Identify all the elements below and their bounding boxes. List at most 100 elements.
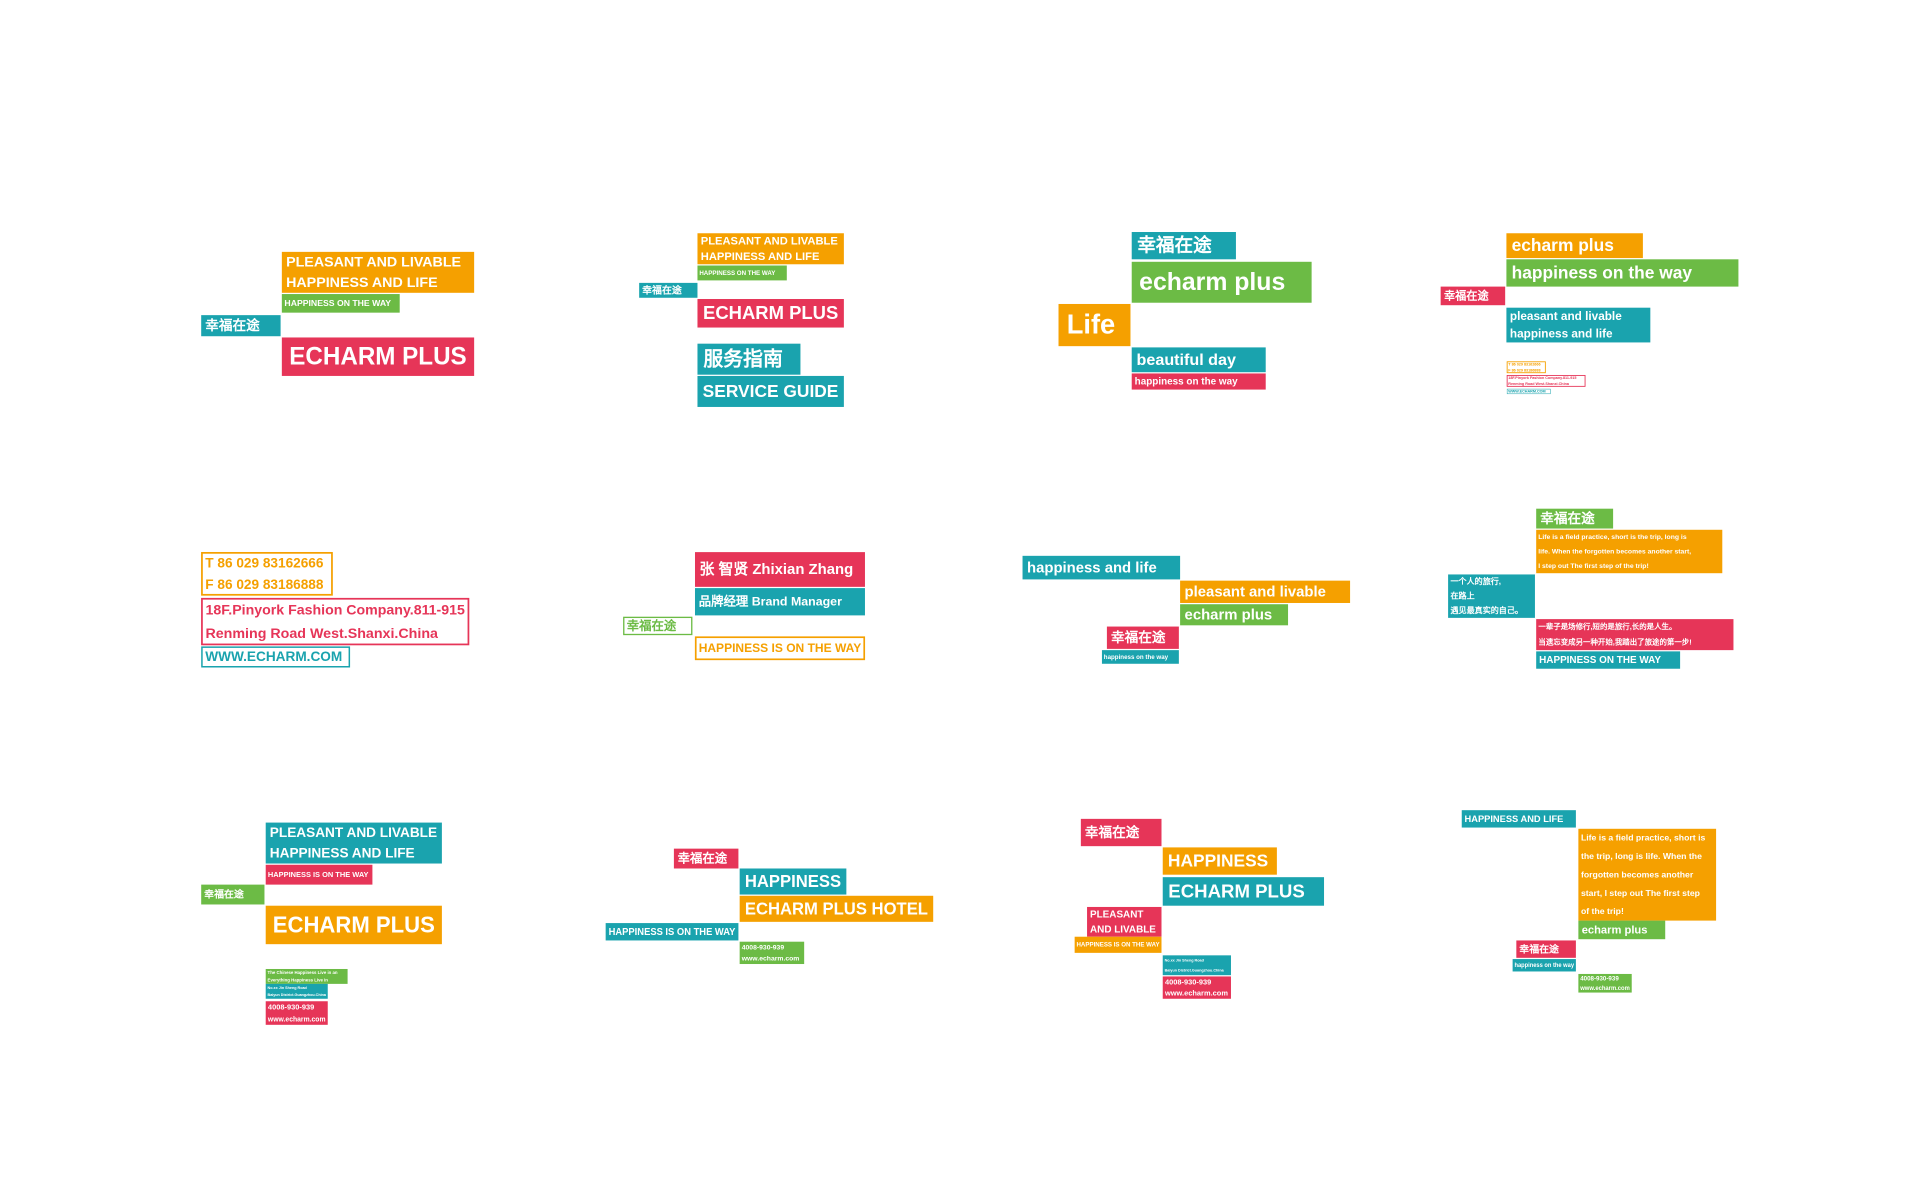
label-block [201,884,265,905]
label-text: happiness on the way [1514,962,1574,969]
label-text: PLEASANT AND LIVABLE [286,255,461,271]
label-block [201,597,470,646]
label-block [1506,374,1586,387]
panel: echarm plus happiness on the way 幸福在途 pleas… [1440,233,1739,395]
label-text: the trip, long is life. When the [1581,851,1702,861]
panel: HAPPINESS AND LIFE Life is a field practi… [1461,810,1717,993]
label-block [1506,233,1643,259]
label-block [673,848,739,869]
label-block [1512,959,1576,972]
label-block [1536,508,1614,529]
label-text: www.echarm.com [267,1014,326,1023]
label-text: happiness and life [1027,560,1157,576]
label-text: echarm plus [1582,924,1648,936]
label-block [605,923,739,941]
label-text: Life is a field practice, short is [1581,833,1706,843]
label-block [265,968,348,984]
label-block [1536,651,1681,669]
label-text: happiness on the way [1512,262,1693,282]
label-text: 当遗忘变成另一种开始,我踏出了旅途的第一步! [1538,637,1691,647]
label-block [1516,940,1576,958]
label-block [265,822,442,864]
label-block [694,552,865,587]
label-block [1106,626,1179,649]
label-text: WWW.ECHARM.COM [205,649,342,664]
label-text: AND LIVABLE [1090,924,1156,935]
label-block [201,315,281,337]
label-block [1180,604,1289,626]
panel: 幸福在途 HAPPINESS ECHARM PLUS PLEASANT AND LIVA… [1074,818,1325,999]
panel: 幸福在途 HAPPINESS ECHARM PLUS HOTEL HAPPINESS … [605,848,934,965]
label-text: 幸福在途 [627,618,677,633]
label-text: ECHARM PLUS [289,343,466,370]
label-block [265,905,442,945]
label-text: Life [1067,309,1116,340]
label-text: T 86 029 83162666 [205,555,324,570]
label-text: The Chinese Happiness Live in an [268,970,338,975]
label-text: HAPPINESS AND LIFE [1465,814,1564,824]
label-block [1578,973,1632,993]
label-text: forgotten becomes another [1581,869,1694,879]
label-text: PLEASANT [1090,910,1143,921]
label-text: ECHARM PLUS HOTEL [745,898,928,918]
label-text: happiness and life [1510,327,1613,340]
label-block [281,337,475,376]
label-block [739,941,805,965]
label-text: F 86 029 83186888 [205,577,324,592]
label-text: 幸福在途 [1444,288,1489,302]
label-block [1180,580,1351,603]
label-block [1101,650,1179,664]
label-text: 幸福在途 [204,888,244,901]
label-block [201,551,333,596]
label-text: 遇见最真实的自己。 [1451,605,1523,615]
label-block [1578,828,1717,921]
label-block [1162,976,1231,999]
label-text: echarm plus [1512,235,1614,255]
label-text: of the trip! [1581,906,1624,916]
label-text: PLEASANT AND LIVABLE [270,825,437,840]
label-block [265,1001,328,1025]
label-block [1578,920,1666,940]
panel: PLEASANT AND LIVABLE HAPPINESS AND LIFE HA… [639,233,844,407]
label-block [281,294,400,313]
label-text: HAPPINESS [1168,850,1268,870]
label-block [739,868,847,895]
label-text: 幸福在途 [678,850,728,865]
label-text: 幸福在途 [1137,235,1212,256]
label-text: 4008-930-939 [742,944,785,951]
label-block [265,864,373,885]
panel: 幸福在途 echarm plus Life beautiful day happines… [1058,232,1312,390]
label-text: 幸福在途 [1111,629,1166,645]
label-block [623,616,693,636]
label-text: 幸福在途 [1519,942,1559,955]
label-block [1440,286,1506,306]
label-text: www.echarm.com [1164,989,1228,998]
label-block [1080,818,1162,847]
panel: T 86 029 83162666 F 86 029 83186888 18F.Pi… [201,551,470,668]
label-text: No.xx Jin Sheng Road [268,986,308,990]
label-text: I step out The first step of the trip! [1538,563,1649,570]
label-block [1131,347,1266,373]
label-text: F 86 029 83186888 [1508,369,1540,373]
label-text: happiness on the way [1104,654,1169,661]
label-text: ECHARM PLUS [1168,880,1304,901]
label-text: 幸福在途 [1085,824,1140,840]
label-block [1131,232,1236,260]
panel: PLEASANT AND LIVABLE HAPPINESS AND LIFE HA… [201,251,475,376]
label-text: Renming Road West.Shanxi.China [1508,382,1570,386]
label-block [694,636,866,661]
label-block [1131,261,1312,303]
label-block [697,343,801,375]
panel: 张 智贤 Zhixian Zhang 品牌经理 Brand Manager 幸福在途… [623,552,866,661]
label-text: start, I step out The first step [1581,888,1700,898]
label-text: pleasant and livable [1510,310,1622,323]
label-text: Life is a field practice, short is the t… [1538,534,1687,541]
label-text: HAPPINESS ON THE WAY [699,270,776,277]
label-text: PLEASANT AND LIVABLE [701,236,838,248]
label-block [1506,259,1739,287]
label-block [1074,936,1162,953]
label-text: Baiyun District.Guangzhou.China [1165,968,1225,972]
label-block [697,375,844,407]
label-text: 一个人的旅行, [1451,576,1502,586]
